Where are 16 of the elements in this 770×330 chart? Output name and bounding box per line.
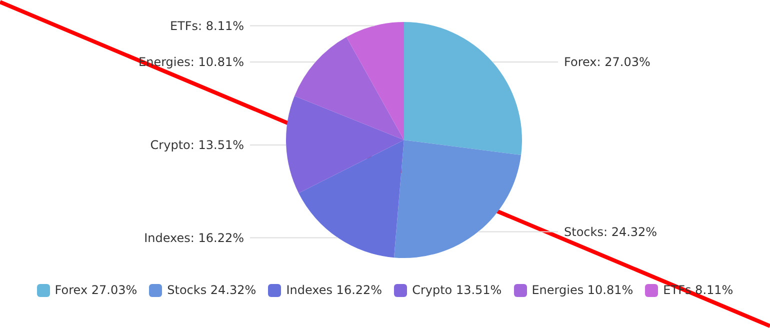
- pie-slice: [298, 140, 404, 258]
- slice-label: Indexes: 16.22%: [144, 230, 244, 245]
- slice-label: Forex: 27.03%: [564, 55, 650, 70]
- legend-label: Indexes 16.22%: [286, 283, 382, 297]
- legend-label: Energies 10.81%: [532, 283, 634, 297]
- pie-slice: [394, 140, 522, 258]
- pie-slice: [294, 36, 404, 140]
- legend-label: Forex 27.03%: [54, 283, 138, 297]
- pie-slice: [346, 22, 404, 140]
- slice-label: Stocks: 24.32%: [564, 225, 658, 240]
- legend-label: Stocks 24.32%: [167, 283, 256, 297]
- slice-label: Crypto: 13.51%: [150, 138, 244, 152]
- pie-slice: [286, 96, 404, 194]
- pie-slice: [404, 22, 522, 156]
- legend-label: Crypto 13.51%: [412, 283, 502, 297]
- slice-label: ETFs: 8.11%: [170, 19, 244, 34]
